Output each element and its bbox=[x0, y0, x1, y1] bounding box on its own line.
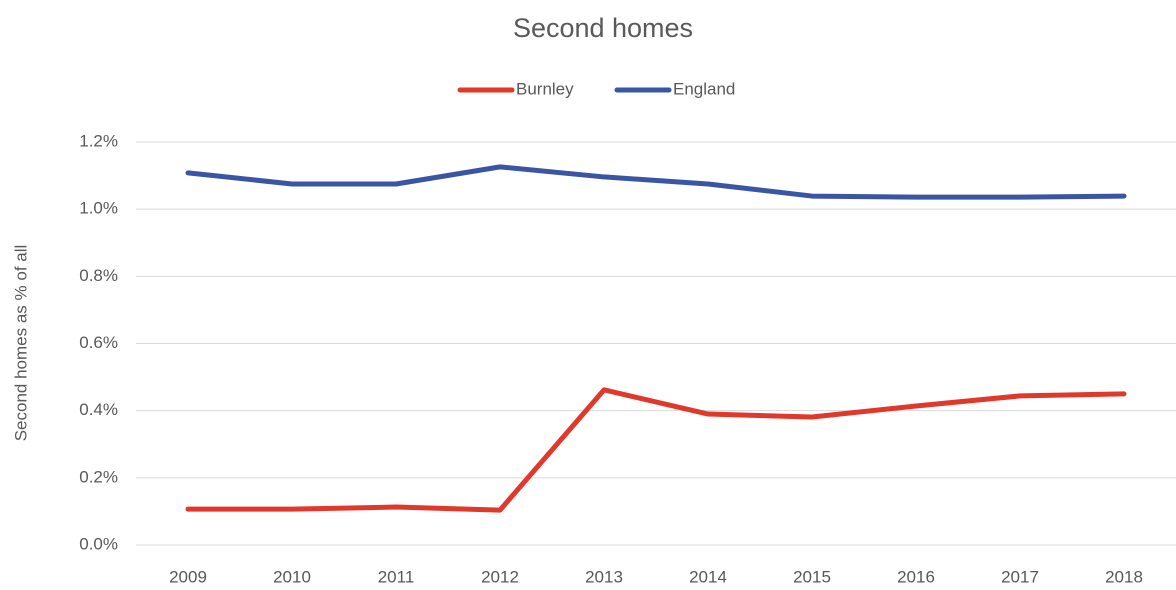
x-tick-label: 2009 bbox=[169, 567, 207, 586]
y-tick-label: 0.4% bbox=[79, 400, 118, 419]
x-tick-label: 2016 bbox=[897, 567, 935, 586]
x-tick-label: 2013 bbox=[585, 567, 623, 586]
x-tick-label: 2012 bbox=[481, 567, 519, 586]
y-tick-label: 1.0% bbox=[79, 199, 118, 218]
series-line bbox=[185, 164, 1127, 200]
chart-title: Second homes bbox=[513, 13, 693, 43]
x-tick-label: 2010 bbox=[273, 567, 311, 586]
y-tick-label: 0.0% bbox=[79, 534, 118, 553]
y-tick-label: 1.2% bbox=[79, 131, 118, 150]
x-tick-label: 2018 bbox=[1105, 567, 1143, 586]
series-line bbox=[185, 387, 1127, 513]
legend-label: England bbox=[673, 79, 735, 98]
x-tick-label: 2015 bbox=[793, 567, 831, 586]
y-tick-label: 0.2% bbox=[79, 467, 118, 486]
y-tick-label: 0.6% bbox=[79, 333, 118, 352]
x-tick-label: 2017 bbox=[1001, 567, 1039, 586]
legend-label: Burnley bbox=[516, 79, 574, 98]
y-tick-label: 0.8% bbox=[79, 266, 118, 285]
x-tick-label: 2014 bbox=[689, 567, 727, 586]
x-tick-label: 2011 bbox=[378, 567, 415, 586]
y-axis-label: Second homes as % of all bbox=[11, 245, 30, 442]
